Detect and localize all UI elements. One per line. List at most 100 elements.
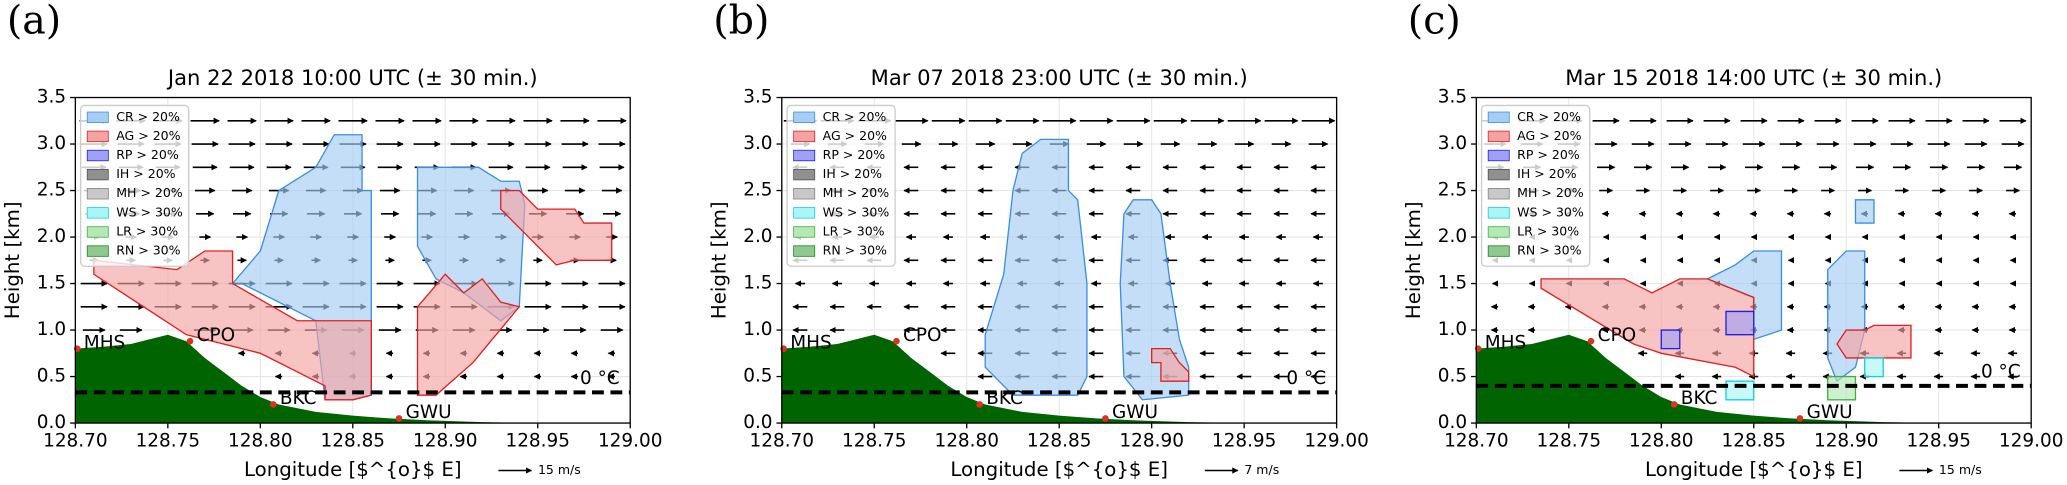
y-tick-label: 3.0 — [1438, 133, 1467, 154]
x-tick-label: 128.75 — [842, 431, 907, 452]
y-tick-label: 2.5 — [1438, 180, 1467, 201]
y-tick-label: 3.5 — [37, 87, 66, 108]
legend-box — [79, 104, 190, 267]
station-label: GWU — [1807, 402, 1853, 423]
x-tick-label: 129.00 — [1999, 431, 2064, 452]
plot-frame — [74, 96, 631, 424]
x-tick-label: 129.00 — [1304, 431, 1369, 452]
plot-frame — [781, 96, 1338, 424]
legend-label: RP > 20% — [116, 147, 179, 162]
legend-label: RP > 20% — [1517, 147, 1580, 162]
y-tick-label: 2.0 — [1438, 226, 1467, 247]
wind-scale-label: 15 m/s — [1939, 462, 1982, 477]
x-tick-label: 128.70 — [750, 431, 815, 452]
wind-scale-label: 15 m/s — [538, 462, 581, 477]
y-tick-label: 3.0 — [37, 133, 66, 154]
legend-swatch — [1487, 207, 1510, 219]
legend-swatch — [86, 168, 109, 181]
legend-swatch — [793, 245, 816, 257]
legend-label: WS > 30% — [116, 204, 183, 219]
panel: (b) Mar 07 2018 23:00 UTC (± 30 min.) 128.… — [707, 0, 1369, 481]
y-tick-label: 0.5 — [1438, 366, 1467, 387]
plot-frame — [1475, 96, 2032, 424]
y-tick-label: 0.0 — [37, 412, 66, 433]
x-tick-label: 128.90 — [413, 431, 478, 452]
legend-label: IH > 20% — [1517, 166, 1576, 181]
region — [1151, 347, 1190, 382]
legend-label: CR > 20% — [116, 109, 180, 124]
y-tick-label: 1.0 — [37, 319, 66, 340]
y-tick-label: 2.5 — [743, 180, 772, 201]
y-tick-label: 1.5 — [37, 273, 66, 294]
region — [1540, 278, 1755, 378]
station-marker — [186, 337, 194, 345]
legend-swatch — [86, 188, 109, 200]
x-tick-label: 128.80 — [934, 431, 999, 452]
x-tick-label: 128.85 — [1027, 431, 1092, 452]
y-axis-label: Height [km] — [1, 201, 24, 319]
freezing-label: 0 °C — [580, 368, 620, 389]
region — [1864, 357, 1884, 378]
y-tick-label: 3.0 — [743, 133, 772, 154]
chart-title: Mar 07 2018 23:00 UTC (± 30 min.) — [871, 65, 1248, 90]
legend-swatch — [793, 188, 816, 200]
legend-label: RN > 30% — [1517, 243, 1581, 258]
legend: CR > 20% AG > 20% RP > 20% IH > 20% MH > 20%… — [79, 104, 190, 267]
chart-title: Jan 22 2018 10:00 UTC (± 30 min.) — [166, 65, 538, 90]
terrain — [1476, 334, 2032, 424]
panel-label: (b) — [713, 0, 769, 44]
legend-swatch — [1487, 245, 1510, 257]
legend-label: RP > 20% — [823, 147, 886, 162]
legend-label: IH > 20% — [823, 166, 882, 181]
legend-label: LR > 30% — [1517, 223, 1579, 238]
legend-label: CR > 20% — [1517, 109, 1581, 124]
legend-swatch — [86, 226, 109, 238]
legend-label: AG > 20% — [116, 128, 180, 143]
x-tick-label: 128.85 — [1721, 431, 1786, 452]
terrain — [781, 334, 1337, 424]
legend: CR > 20% AG > 20% RP > 20% IH > 20% MH > 20%… — [786, 104, 896, 267]
freezing-label: 0 °C — [1286, 368, 1326, 389]
station-marker — [893, 337, 900, 345]
y-tick-label: 3.5 — [1438, 87, 1467, 108]
y-tick-label: 0.5 — [37, 366, 66, 387]
station-marker — [1587, 337, 1595, 345]
y-tick-label: 1.5 — [743, 273, 772, 294]
station-label: GWU — [406, 402, 452, 423]
station-label: BKC — [986, 388, 1023, 409]
x-tick-label: 128.90 — [1814, 431, 1879, 452]
station-marker — [1796, 415, 1804, 422]
legend-swatch — [793, 207, 816, 219]
station-marker — [976, 401, 983, 408]
station-marker — [1670, 401, 1678, 408]
region — [1827, 250, 1866, 383]
legend-label: MH > 20% — [1517, 185, 1584, 200]
region — [984, 138, 1088, 396]
y-axis-label: Height [km] — [1402, 201, 1425, 319]
legend-label: AG > 20% — [1517, 128, 1581, 143]
panel: (c) Mar 15 2018 14:00 UTC (± 30 min.) 128.… — [1402, 0, 2064, 481]
x-tick-label: 128.85 — [321, 431, 386, 452]
legend-label: MH > 20% — [116, 185, 183, 200]
station-marker — [269, 401, 277, 408]
region — [93, 250, 372, 401]
legend-swatch — [1487, 188, 1510, 200]
x-tick-label: 128.95 — [1212, 431, 1277, 452]
x-tick-label: 128.80 — [228, 431, 293, 452]
legend-swatch — [86, 130, 109, 143]
legend-box — [1480, 104, 1591, 267]
y-tick-label: 0.0 — [1438, 412, 1467, 433]
region — [1725, 310, 1755, 336]
y-axis-label: Height [km] — [707, 201, 730, 319]
legend-swatch — [86, 149, 109, 162]
wind-scale-label: 7 m/s — [1244, 462, 1279, 477]
station-label: MHS — [1485, 332, 1526, 353]
region — [1827, 375, 1857, 401]
region — [500, 189, 613, 266]
x-tick-label: 129.00 — [598, 431, 663, 452]
legend-swatch — [86, 111, 109, 123]
legend-swatch — [793, 226, 816, 238]
station-label: MHS — [84, 332, 125, 353]
y-tick-label: 0.0 — [743, 412, 772, 433]
